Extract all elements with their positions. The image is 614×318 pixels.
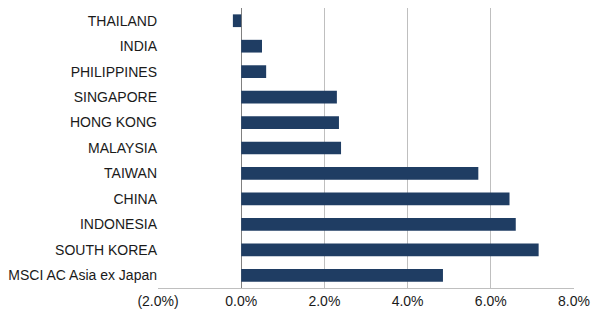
svg-text:MSCI AC Asia ex Japan: MSCI AC Asia ex Japan	[8, 267, 157, 283]
svg-text:6.0%: 6.0%	[475, 293, 507, 309]
svg-text:TAIWAN: TAIWAN	[104, 165, 157, 181]
svg-text:INDIA: INDIA	[120, 38, 158, 54]
svg-text:8.0%: 8.0%	[558, 293, 590, 309]
svg-text:CHINA: CHINA	[113, 191, 157, 207]
svg-text:SOUTH KOREA: SOUTH KOREA	[55, 242, 158, 258]
svg-text:SINGAPORE: SINGAPORE	[74, 89, 157, 105]
svg-text:0.0%: 0.0%	[225, 293, 257, 309]
svg-text:PHILIPPINES: PHILIPPINES	[71, 64, 157, 80]
svg-text:(2.0%): (2.0%)	[137, 293, 178, 309]
svg-text:MALAYSIA: MALAYSIA	[88, 140, 158, 156]
svg-text:THAILAND: THAILAND	[88, 13, 157, 29]
svg-text:4.0%: 4.0%	[392, 293, 424, 309]
svg-text:2.0%: 2.0%	[308, 293, 340, 309]
svg-text:HONG KONG: HONG KONG	[70, 114, 157, 130]
svg-text:INDONESIA: INDONESIA	[80, 216, 158, 232]
